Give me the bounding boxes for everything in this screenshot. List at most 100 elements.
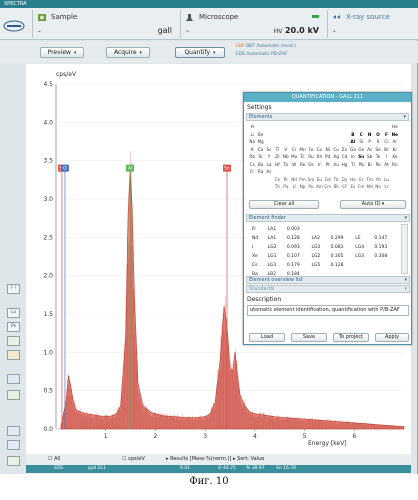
element-cm[interactable]: Cm xyxy=(324,183,332,191)
element-w[interactable]: W xyxy=(290,161,298,169)
element-ba[interactable]: Ba xyxy=(256,161,264,169)
save-tool-button[interactable] xyxy=(7,456,20,466)
element-se[interactable]: Se xyxy=(374,146,382,154)
description-field[interactable]: utomatic element identification, quantif… xyxy=(247,305,409,316)
element-kr[interactable]: Kr xyxy=(391,146,399,154)
element-pu[interactable]: Pu xyxy=(307,183,315,191)
element-bk[interactable]: Bk xyxy=(332,183,340,191)
element-ne[interactable]: Ne xyxy=(391,131,399,139)
element-ge[interactable]: Ge xyxy=(357,146,365,154)
microscope-section[interactable]: Microscope ⌄ HV 20.0 kV xyxy=(180,10,327,38)
finder-row[interactable]: XeLG10.107LG20.305LG30.308 xyxy=(250,253,395,260)
element-rb[interactable]: Rb xyxy=(248,153,256,161)
element-no[interactable]: No xyxy=(374,183,382,191)
preview-button[interactable]: Preview▾ xyxy=(40,47,84,58)
elements-section-header[interactable]: Elements▾ xyxy=(246,113,409,121)
line-tool-button[interactable]: La xyxy=(7,308,20,318)
element-cf[interactable]: Cf xyxy=(340,183,348,191)
element-si[interactable]: Si xyxy=(357,138,365,146)
periodic-table[interactable]: HHeLiBeBCNOFNeNaMgAlSiPSClArKCaScTiVCrMn… xyxy=(248,123,407,191)
element-sb[interactable]: Sb xyxy=(365,153,373,161)
element-zn[interactable]: Zn xyxy=(340,146,348,154)
element-cr[interactable]: Cr xyxy=(290,146,298,154)
element-cs[interactable]: Cs xyxy=(248,161,256,169)
element-b[interactable]: B xyxy=(349,131,357,139)
xray-source-section[interactable]: X-ray source ⌄ xyxy=(327,10,418,38)
element-gd[interactable]: Gd xyxy=(324,176,332,184)
element-ra[interactable]: Ra xyxy=(256,168,264,176)
element-mo[interactable]: Mo xyxy=(290,153,298,161)
finder-row[interactable]: FrLA10.003 xyxy=(250,226,395,233)
element-ir[interactable]: Ir xyxy=(315,161,323,169)
element-tl[interactable]: Tl xyxy=(349,161,357,169)
element-finder-header[interactable]: Element finder▾ xyxy=(246,214,410,222)
element-la[interactable]: La xyxy=(265,161,273,169)
cps-checkbox[interactable]: ☐ cps/eV xyxy=(122,456,145,462)
element-ar[interactable]: Ar xyxy=(391,138,399,146)
element-sm[interactable]: Sm xyxy=(307,176,315,184)
element-dy[interactable]: Dy xyxy=(340,176,348,184)
element-tb[interactable]: Tb xyxy=(332,176,340,184)
element-ru[interactable]: Ru xyxy=(307,153,315,161)
element-fe[interactable]: Fe xyxy=(307,146,315,154)
element-pb[interactable]: Pb xyxy=(357,161,365,169)
auto-id-button[interactable]: Auto ID ▾ xyxy=(340,200,406,209)
element-i[interactable]: I xyxy=(382,153,390,161)
element-ho[interactable]: Ho xyxy=(349,176,357,184)
element-as[interactable]: As xyxy=(365,146,373,154)
finder-scrollbar[interactable] xyxy=(401,224,408,274)
element-rh[interactable]: Rh xyxy=(315,153,323,161)
color-tool-button[interactable] xyxy=(7,350,20,360)
element-he[interactable]: He xyxy=(391,123,399,131)
finder-row[interactable]: NdLA10.128LA20.299LE0.147 xyxy=(250,235,395,242)
save-button[interactable]: Save xyxy=(291,333,327,342)
element-ce[interactable]: Ce xyxy=(273,176,281,184)
element-na[interactable]: Na xyxy=(248,138,256,146)
element-tc[interactable]: Tc xyxy=(298,153,306,161)
element-os[interactable]: Os xyxy=(307,161,315,169)
element-fm[interactable]: Fm xyxy=(357,183,365,191)
sample-section[interactable]: Sample ⌄ gall xyxy=(32,10,180,38)
element-sr[interactable]: Sr xyxy=(256,153,264,161)
element-rn[interactable]: Rn xyxy=(391,161,399,169)
element-hg[interactable]: Hg xyxy=(340,161,348,169)
finder-row[interactable]: ILG20.093LG30.083LG40.193 xyxy=(250,244,395,251)
result-row[interactable]: EDS gall 211 0.01 O 44.25 Al 38.97 Sn 16… xyxy=(26,465,411,473)
to-project-button[interactable]: To project xyxy=(333,333,369,342)
element-xe[interactable]: Xe xyxy=(391,153,399,161)
spectrum-tool-button[interactable] xyxy=(7,336,20,346)
clear-all-button[interactable]: Clear all xyxy=(249,200,319,209)
element-pr[interactable]: Pr xyxy=(282,176,290,184)
element-h[interactable]: H xyxy=(248,123,256,131)
element-sn[interactable]: Sn xyxy=(357,153,365,161)
element-c[interactable]: C xyxy=(357,131,365,139)
element-er[interactable]: Er xyxy=(357,176,365,184)
zoom-tool-button[interactable] xyxy=(7,440,20,450)
element-hf[interactable]: Hf xyxy=(273,161,281,169)
acquire-button[interactable]: Acquire▾ xyxy=(106,47,150,58)
element-lr[interactable]: Lr xyxy=(382,183,390,191)
element-ga[interactable]: Ga xyxy=(349,146,357,154)
all-checkbox[interactable]: ☐ All xyxy=(48,456,60,462)
element-th[interactable]: Th xyxy=(273,183,281,191)
element-au[interactable]: Au xyxy=(332,161,340,169)
element-p[interactable]: P xyxy=(365,138,373,146)
help-tool-button[interactable]: ? ? xyxy=(7,284,20,294)
quantify-button[interactable]: Quantify▾ xyxy=(175,47,225,58)
element-re[interactable]: Re xyxy=(298,161,306,169)
element-md[interactable]: Md xyxy=(365,183,373,191)
element-br[interactable]: Br xyxy=(382,146,390,154)
element-at[interactable]: At xyxy=(382,161,390,169)
element-pt[interactable]: Pt xyxy=(324,161,332,169)
view-tool-button[interactable] xyxy=(7,374,20,384)
element-overview-header[interactable]: Element overview list▾ xyxy=(246,276,410,284)
element-mg[interactable]: Mg xyxy=(256,138,264,146)
element-y[interactable]: Y xyxy=(265,153,273,161)
standards-header[interactable]: Standards▾ xyxy=(246,285,410,293)
element-li[interactable]: Li xyxy=(248,131,256,139)
element-es[interactable]: Es xyxy=(349,183,357,191)
element-in[interactable]: In xyxy=(349,153,357,161)
element-be[interactable]: Be xyxy=(256,131,264,139)
element-ac[interactable]: Ac xyxy=(265,168,273,176)
element-nb[interactable]: Nb xyxy=(282,153,290,161)
